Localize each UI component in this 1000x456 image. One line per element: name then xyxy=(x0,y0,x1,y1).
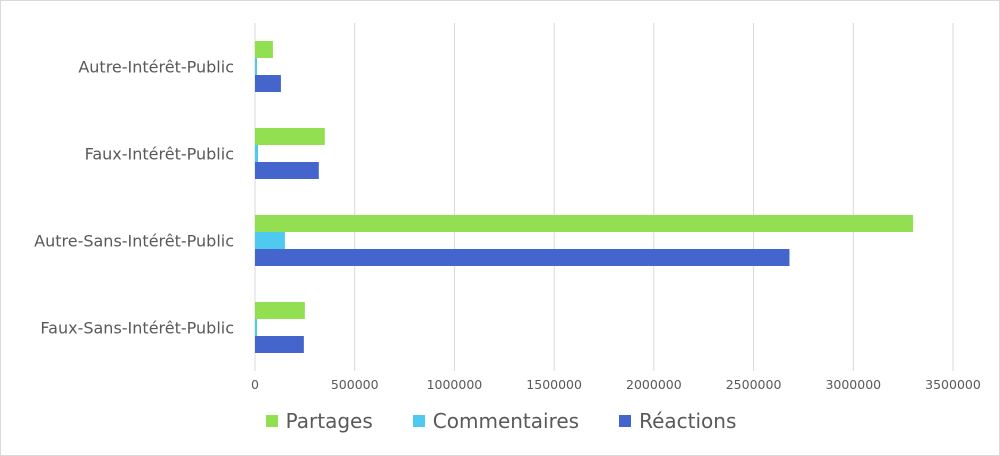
bar-partages-2 xyxy=(255,215,914,232)
bar-r-actions-0 xyxy=(255,75,281,92)
bar-r-actions-2 xyxy=(255,249,790,266)
legend-label-commentaires: Commentaires xyxy=(432,409,580,433)
x-tick-label-4: 2000000 xyxy=(626,377,682,392)
bar-commentaires-2 xyxy=(255,232,285,249)
category-label-0: Autre-Intérêt-Public xyxy=(78,58,234,77)
bar-r-actions-1 xyxy=(255,162,319,179)
bar-chart: 0 500000 1000000 1500000 2000000 2500000 30000… xyxy=(34,23,981,392)
x-tick-label-1: 500000 xyxy=(331,377,379,392)
x-tick-label-0: 0 xyxy=(251,377,259,392)
bar-partages-1 xyxy=(255,128,325,145)
x-tick-label-3: 1500000 xyxy=(526,377,582,392)
legend-swatch-reactions xyxy=(619,415,632,427)
bar-partages-3 xyxy=(255,302,305,319)
bar-r-actions-3 xyxy=(255,336,304,353)
category-label-3: Faux-Sans-Intérêt-Public xyxy=(40,319,234,338)
legend-swatch-partages xyxy=(265,415,278,427)
legend-label-reactions: Réactions xyxy=(639,409,737,433)
x-tick-label-2: 1000000 xyxy=(427,377,483,392)
bar-commentaires-0 xyxy=(255,58,257,75)
bar-partages-0 xyxy=(255,41,273,58)
x-tick-label-5: 2500000 xyxy=(726,377,782,392)
bar-commentaires-3 xyxy=(255,319,257,336)
category-label-2: Autre-Sans-Intérêt-Public xyxy=(34,232,234,251)
category-label-1: Faux-Intérêt-Public xyxy=(85,145,234,164)
legend-label-partages: Partages xyxy=(285,409,373,433)
legend-item-reactions: Réactions xyxy=(619,409,736,433)
x-tick-label-7: 3500000 xyxy=(925,377,981,392)
legend-item-partages: Partages xyxy=(265,409,373,433)
legend: Partages Commentaires Réactions xyxy=(1,409,1000,433)
bar-commentaires-1 xyxy=(255,145,258,162)
legend-item-commentaires: Commentaires xyxy=(412,409,580,433)
x-tick-label-6: 3000000 xyxy=(825,377,881,392)
legend-swatch-commentaires xyxy=(412,415,425,427)
